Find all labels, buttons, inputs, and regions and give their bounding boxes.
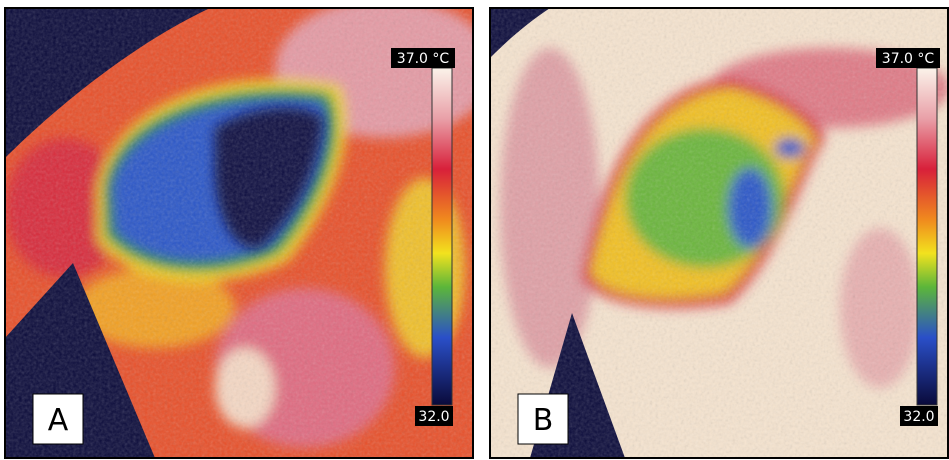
- panel-b: 37.0 °C 32.0 B: [489, 7, 949, 459]
- scale-min: 32.0: [418, 409, 449, 425]
- scale-max: 37.0 °C: [882, 51, 935, 67]
- panel-label: B: [533, 403, 554, 438]
- panel-a: 37.0 °C 32.0 A: [4, 7, 474, 459]
- scale-min: 32.0: [903, 409, 934, 425]
- scale-max: 37.0 °C: [397, 51, 450, 67]
- panel-label: A: [48, 403, 69, 438]
